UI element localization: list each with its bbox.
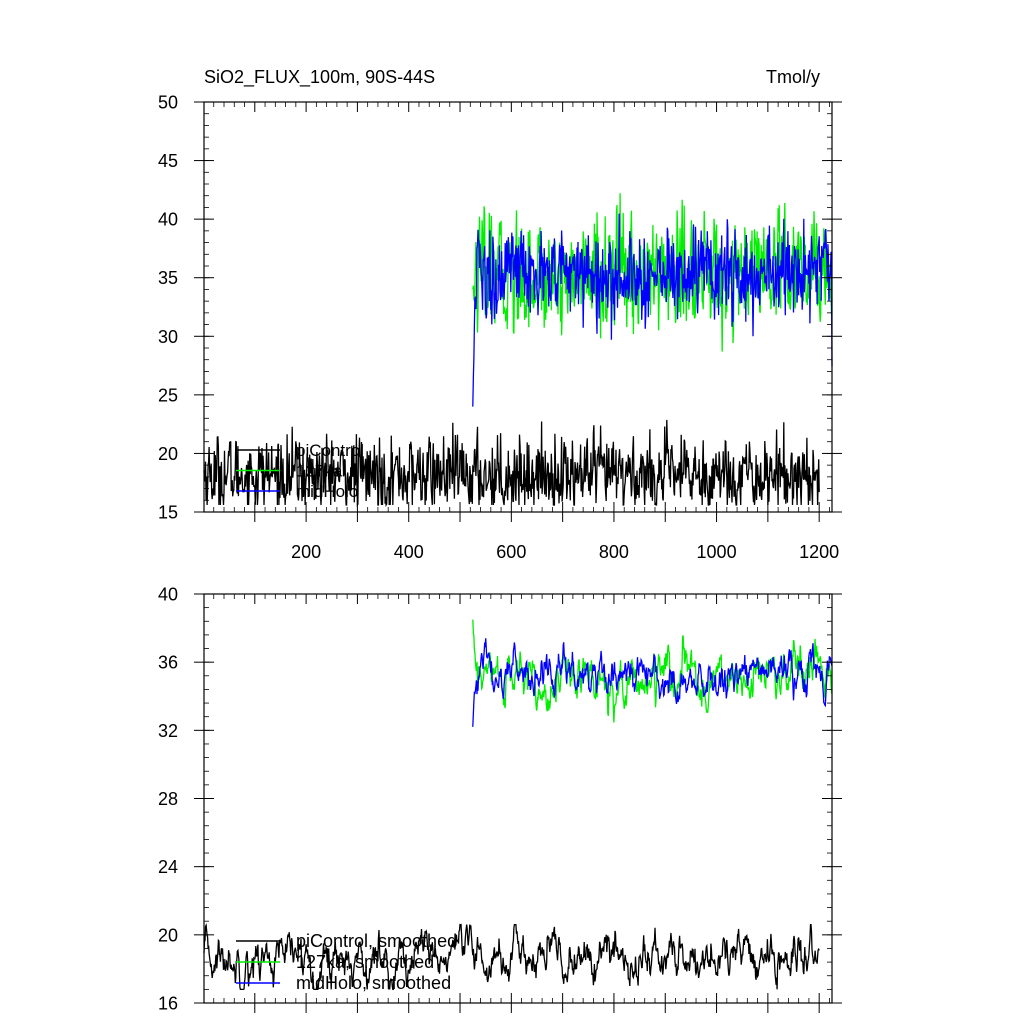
- chart-panel-top: 200 400 600 800 1000 1200 15 20 25 30 35 40 45 50 piCo…: [158, 93, 842, 562]
- y-tick-label: 36: [158, 653, 178, 673]
- y-tick-label: 16: [158, 994, 178, 1014]
- x-tick-label: 600: [496, 542, 526, 562]
- legend-label: 127ka: [296, 462, 343, 481]
- y-tick-label: 40: [158, 585, 178, 605]
- legend-label: piControl: [296, 441, 364, 460]
- y-tick-label: 20: [158, 444, 178, 464]
- legend-label: midHolo, smoothed: [296, 973, 451, 993]
- series-line-picontrol: [203, 419, 820, 508]
- y-tick-label: 15: [158, 503, 178, 523]
- legend-label: piControl, smoothed: [296, 931, 457, 951]
- x-tick-label: 1000: [697, 542, 737, 562]
- y-tick-label: 24: [158, 857, 178, 877]
- series-line-127ka-smoothed: [472, 619, 833, 723]
- y-tick-label: 20: [158, 925, 178, 945]
- y-tick-label: 32: [158, 721, 178, 741]
- chart-panel-bottom: 16 20 24 28 32 36 40 piControl, smoothed127ka, …: [158, 585, 842, 1014]
- y-tick-label: 35: [158, 268, 178, 288]
- series-line-midholo: [472, 213, 833, 407]
- series-line-127ka: [472, 193, 833, 352]
- panel1-title: SiO2_FLUX_100m, 90S-44S: [204, 67, 435, 88]
- legend-label: 127ka, smoothed: [296, 952, 434, 972]
- x-tick-label: 400: [394, 542, 424, 562]
- y-tick-label: 45: [158, 151, 178, 171]
- y-tick-label: 28: [158, 789, 178, 809]
- series-line-picontrol-smoothed: [203, 923, 820, 991]
- x-tick-label: 1200: [799, 542, 839, 562]
- x-tick-label: 800: [599, 542, 629, 562]
- y-tick-label: 50: [158, 93, 178, 113]
- plot-frame: [203, 101, 833, 513]
- series-line-midholo-smoothed: [472, 638, 833, 727]
- legend-label: midHolo: [296, 482, 358, 501]
- panel1-units: Tmol/y: [766, 67, 820, 87]
- y-tick-label: 40: [158, 210, 178, 230]
- x-tick-label: 200: [291, 542, 321, 562]
- y-tick-label: 30: [158, 327, 178, 347]
- y-tick-label: 25: [158, 385, 178, 405]
